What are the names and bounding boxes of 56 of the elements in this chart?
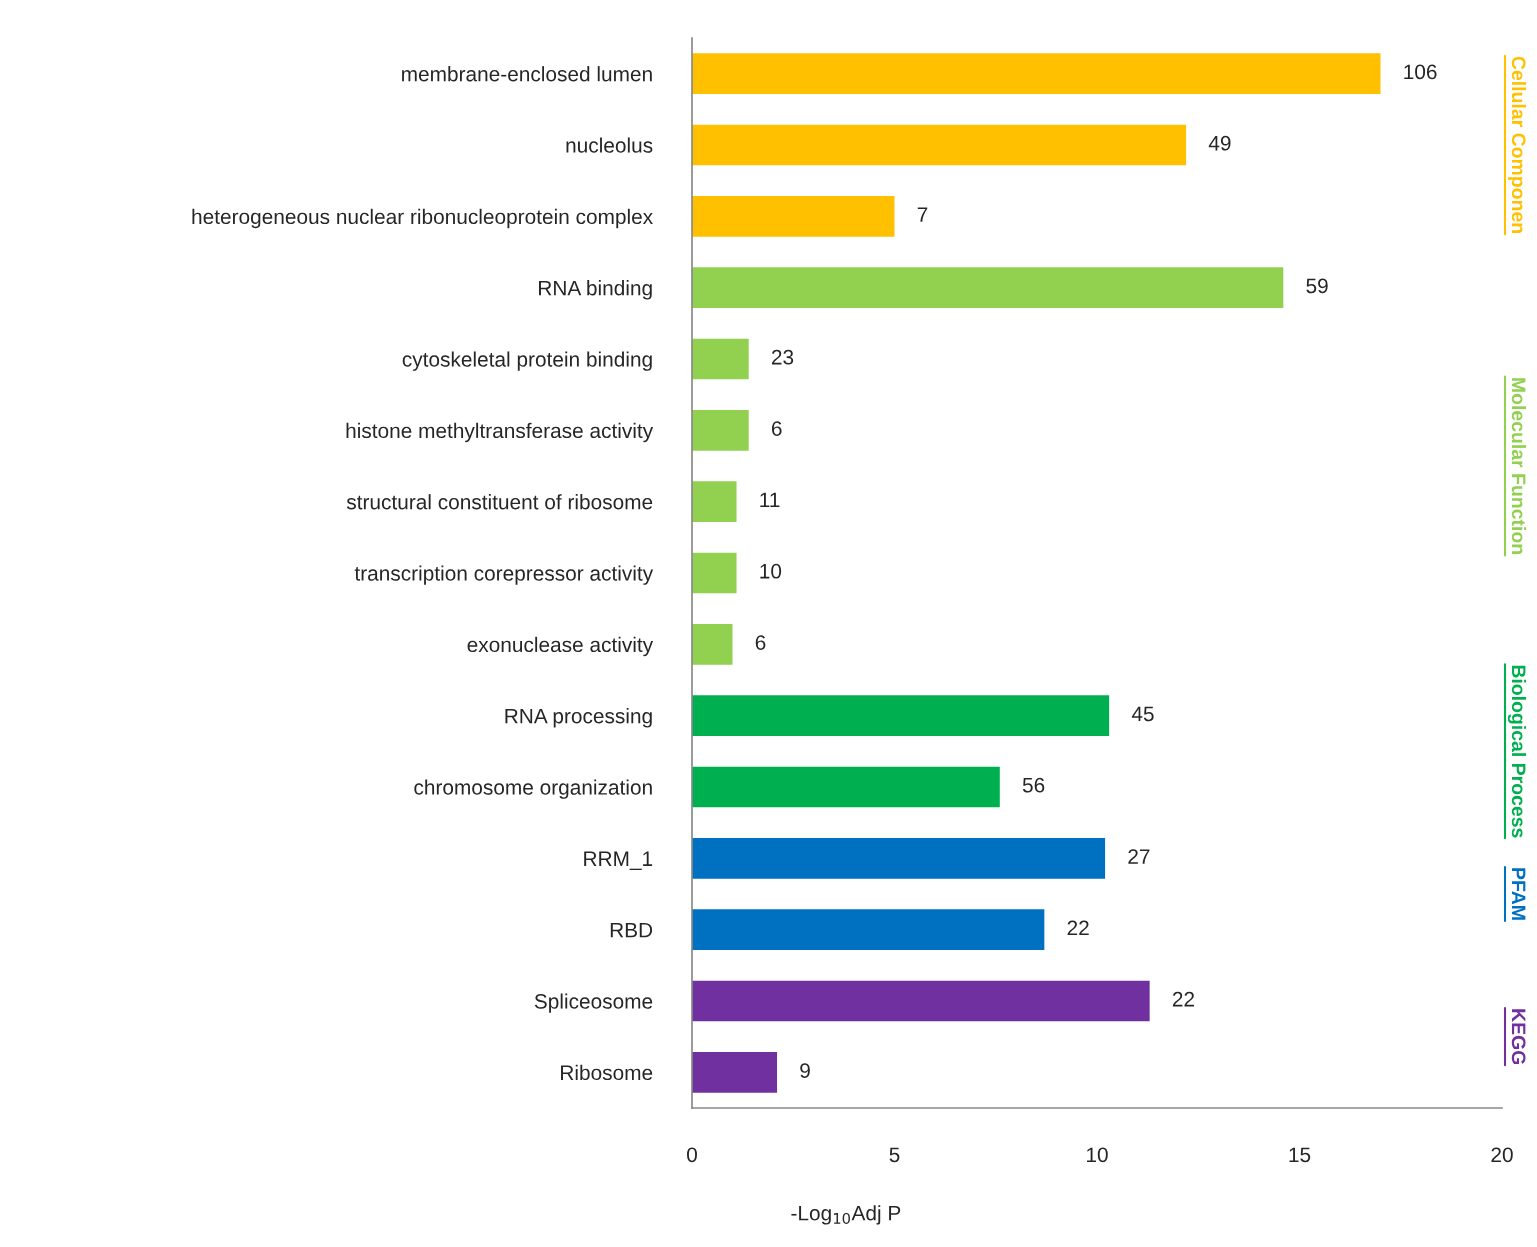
y-tick-label: RNA processing	[505, 708, 652, 728]
annotation: 11	[760, 492, 780, 508]
y-tick-label: structural constituent of ribosome	[346, 494, 653, 510]
text: Cellular Componen	[1507, 56, 1527, 233]
text: PFAM	[1511, 868, 1526, 920]
y-tick-label: RRM_1	[584, 851, 653, 871]
y-tick-label: chromosome organization	[414, 779, 652, 799]
annotation: 45	[1131, 706, 1154, 722]
annotation: 56	[1022, 777, 1045, 793]
y-tick-label: Spliceosome	[534, 993, 653, 1013]
x-tick-label: 20	[1491, 1147, 1513, 1163]
bar	[692, 124, 1187, 166]
x-axis-title: -Log$_{10}$Adj P	[791, 1205, 901, 1225]
annotation: 49	[1208, 135, 1231, 151]
annotation: 7	[917, 207, 928, 222]
bar	[692, 196, 895, 237]
x-tick-label: 0	[687, 1147, 697, 1163]
y-tick-label: transcription corepressor activity	[354, 565, 654, 585]
bar	[692, 838, 1106, 879]
annotation: 23	[771, 349, 794, 365]
annotation: 22	[1172, 991, 1194, 1007]
bar	[692, 695, 1110, 736]
bar	[692, 410, 749, 451]
bar	[692, 481, 737, 522]
y-tick-label: membrane-enclosed lumen	[402, 66, 652, 82]
annotation: 6	[755, 635, 766, 650]
annotation: 6	[771, 421, 782, 436]
annotation: 106	[1404, 64, 1437, 80]
y-tick-label: nucleolus	[566, 137, 653, 153]
annotation: 10	[760, 563, 782, 579]
y-tick-label: heterogeneous nuclear ribonucleoprotein complex	[192, 208, 653, 229]
bar	[692, 980, 1150, 1022]
x-tick-label: 10	[1087, 1147, 1108, 1163]
y-tick-label: exonuclease activity	[467, 636, 654, 657]
bar	[692, 1052, 778, 1093]
annotation: 22	[1067, 920, 1089, 936]
y-tick-label: cytoskeletal protein binding	[402, 351, 652, 371]
annotation: 27	[1128, 849, 1150, 864]
bar	[692, 338, 749, 380]
bar	[692, 552, 737, 594]
bar	[692, 267, 1284, 308]
text: Biological Process	[1507, 665, 1527, 838]
annotation: 9	[800, 1063, 810, 1078]
text: Molecular Function	[1511, 378, 1527, 554]
bar	[692, 53, 1381, 94]
text: KEGG	[1511, 1009, 1526, 1065]
y-tick-label: Ribosome	[561, 1064, 653, 1081]
bar	[692, 624, 733, 665]
x-tick-label: 5	[889, 1147, 900, 1163]
bar	[692, 766, 1000, 808]
y-tick-label: RBD	[610, 922, 653, 938]
x-tick-label: 15	[1289, 1147, 1311, 1163]
annotation: 59	[1306, 278, 1328, 294]
y-tick-label: histone methyltransferase activity	[346, 422, 654, 443]
bar	[692, 909, 1045, 950]
y-tick-label: RNA binding	[539, 280, 652, 300]
